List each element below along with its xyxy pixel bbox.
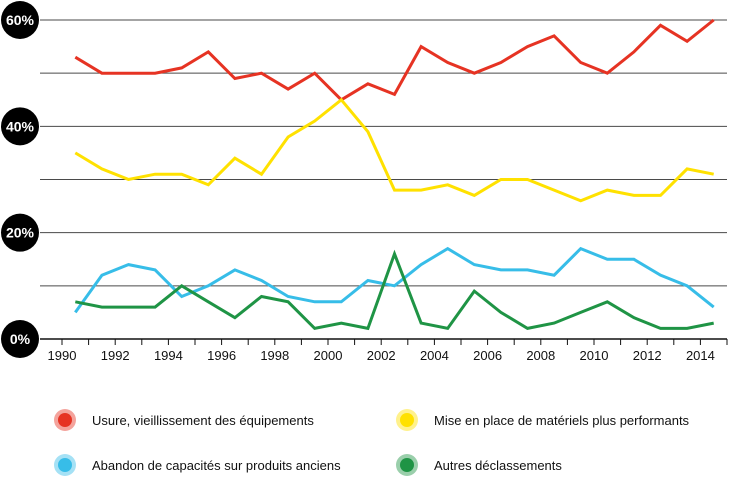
legend-label-2: Abandon de capacités sur produits ancien… — [92, 458, 341, 473]
y-axis-ticks: 0% 20% 40% 60% — [1, 1, 39, 358]
x-tick-label-7: 2004 — [420, 348, 449, 363]
legend-item-1: Mise en place de matériels plus performa… — [396, 409, 690, 431]
x-tick-label-3: 1996 — [207, 348, 236, 363]
y-tick-label-0: 0% — [10, 331, 31, 347]
y-tick-label-3: 60% — [6, 12, 35, 28]
y-tick-badge-2 — [1, 107, 39, 146]
legend-item-3: Autres déclassements — [396, 454, 562, 476]
legend-marker-1 — [400, 413, 414, 427]
legend-marker-2 — [58, 458, 72, 472]
legend-marker-0 — [58, 413, 72, 427]
x-tick-label-6: 2002 — [367, 348, 396, 363]
legend-marker-3 — [400, 458, 414, 472]
legend: Usure, vieillissement des équipements Mis… — [54, 409, 690, 476]
legend-label-1: Mise en place de matériels plus performa… — [434, 413, 690, 428]
x-tick-label-2: 1994 — [154, 348, 183, 363]
x-tick-label-0: 1990 — [48, 348, 77, 363]
series-line-0 — [74, 18, 715, 102]
x-tick-label-8: 2006 — [473, 348, 502, 363]
legend-label-3: Autres déclassements — [434, 458, 562, 473]
y-tick-badge-1 — [1, 213, 39, 252]
x-tick-label-12: 2014 — [686, 348, 715, 363]
legend-item-2: Abandon de capacités sur produits ancien… — [54, 454, 341, 476]
x-tick-label-4: 1998 — [260, 348, 289, 363]
legend-label-0: Usure, vieillissement des équipements — [92, 413, 314, 428]
x-tick-label-11: 2012 — [633, 348, 662, 363]
y-tick-label-2: 40% — [6, 118, 35, 134]
y-tick-badge-0 — [1, 320, 39, 358]
x-axis-ticks: 1990 1992 1994 1996 1998 2000 2002 2004 2006 2008… — [48, 339, 728, 363]
y-tick-badge-3 — [1, 1, 39, 39]
y-tick-label-1: 20% — [6, 225, 35, 241]
legend-item-0: Usure, vieillissement des équipements — [54, 409, 314, 431]
series-line-3 — [75, 249, 714, 331]
series-line-2 — [74, 246, 715, 314]
x-tick-label-5: 2000 — [314, 348, 343, 363]
series-lines — [74, 18, 715, 331]
x-tick-label-9: 2008 — [526, 348, 555, 363]
x-tick-label-1: 1992 — [101, 348, 130, 363]
x-tick-label-10: 2010 — [580, 348, 609, 363]
series-line-1 — [74, 97, 714, 203]
